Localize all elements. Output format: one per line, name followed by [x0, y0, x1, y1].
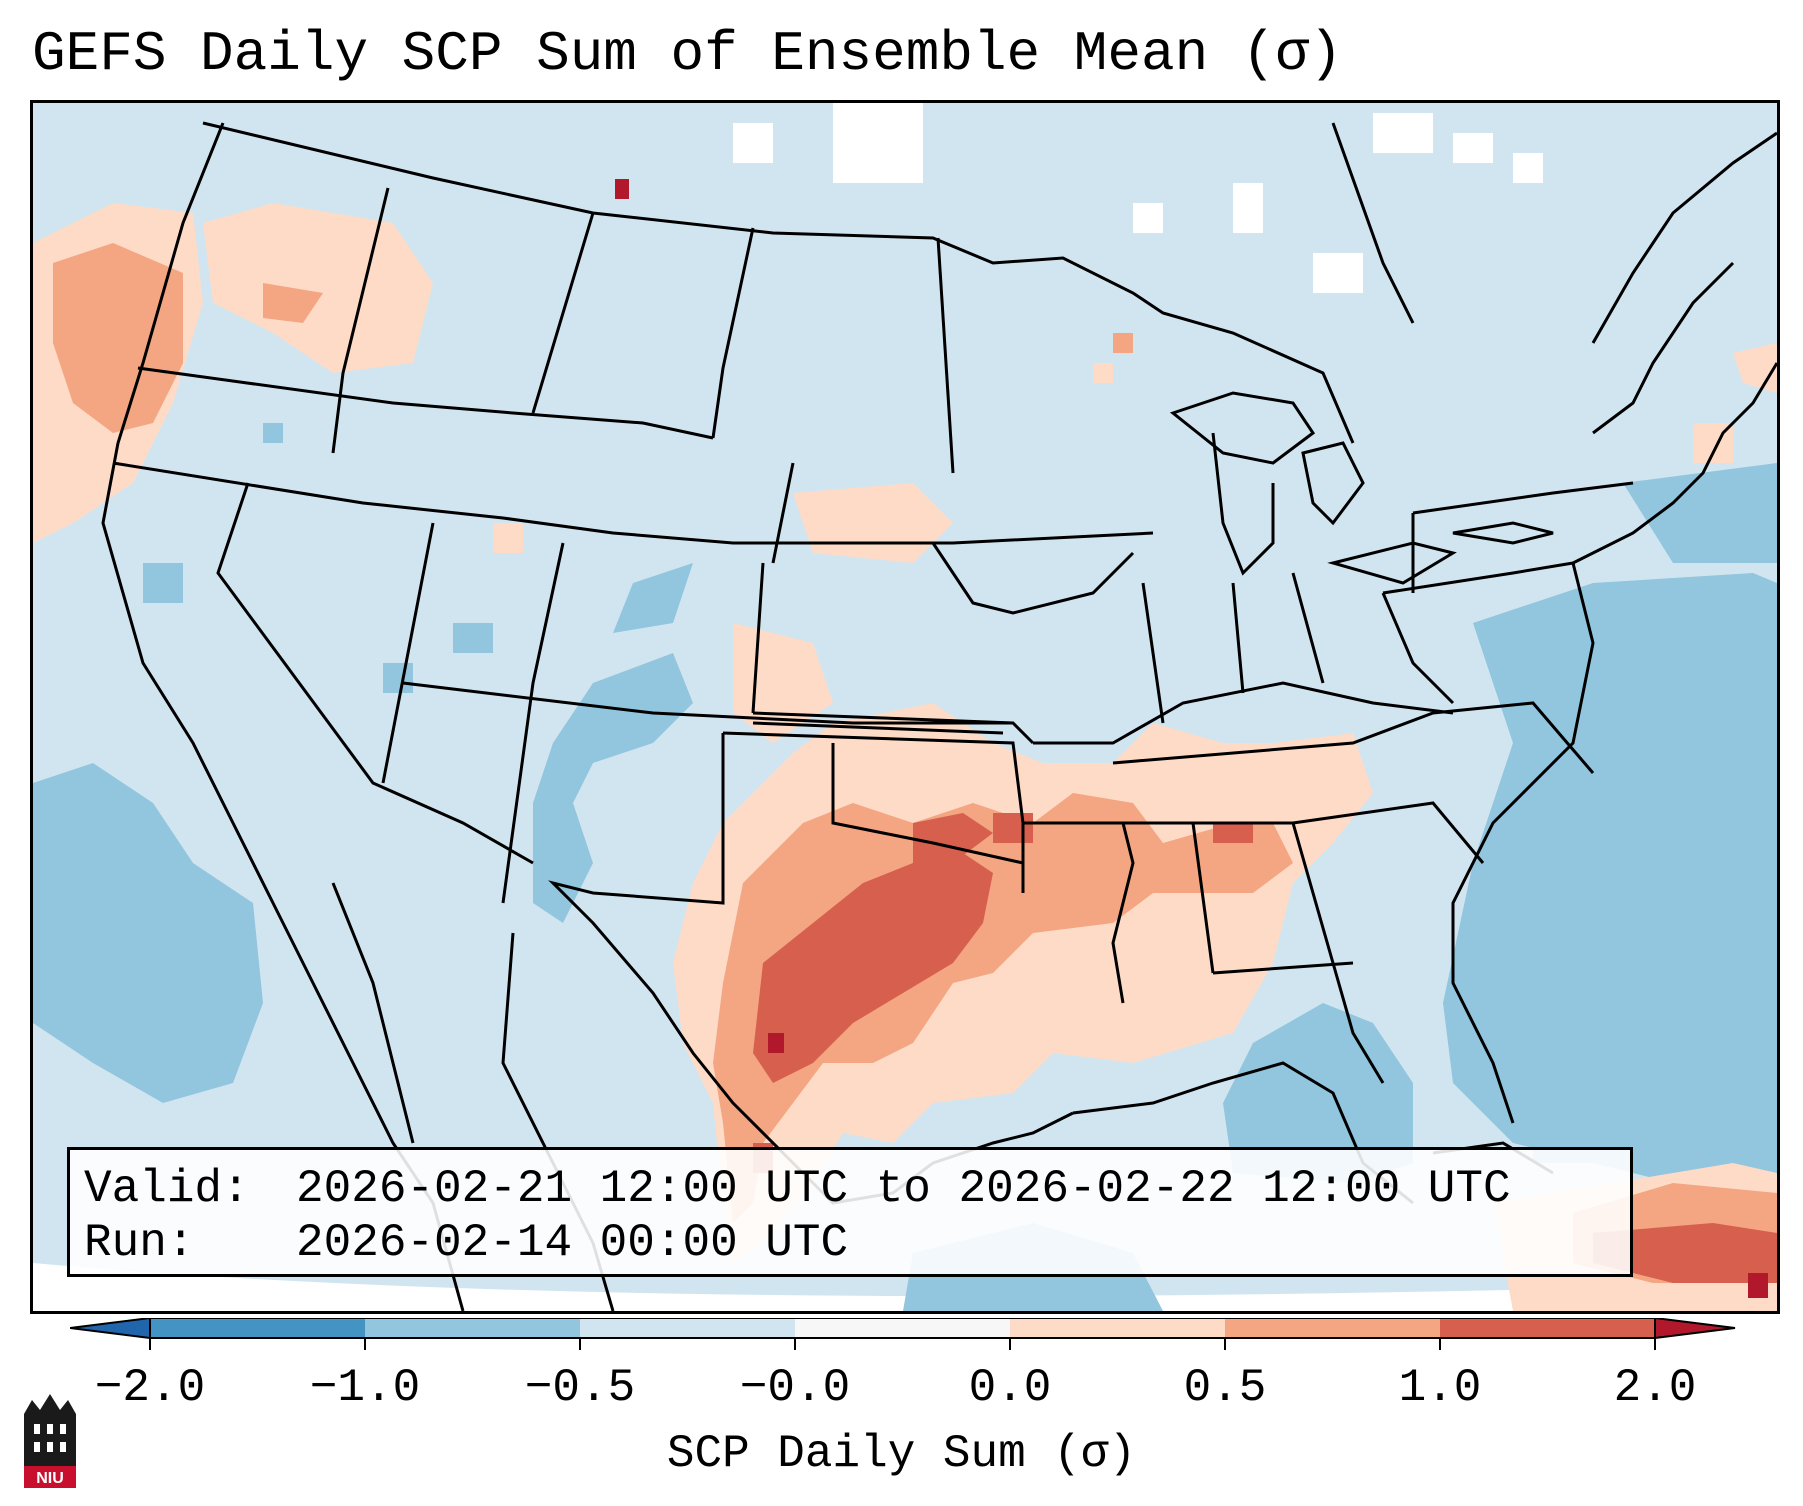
political-boundaries	[101, 121, 1777, 1311]
colorbar-tick-label: 0.0	[968, 1362, 1052, 1414]
run-label: Run:	[84, 1217, 195, 1269]
colorbar-segment-neg05-0	[580, 1318, 795, 1338]
niu-logo-icon: NIU	[24, 1394, 76, 1488]
map-title: GEFS Daily SCP Sum of Ensemble Mean (σ)	[32, 22, 1343, 86]
valid-run-info-box: Valid: 2026-02-21 12:00 UTC to 2026-02-22…	[67, 1147, 1633, 1277]
colorbar-extend-high	[1654, 1318, 1736, 1340]
colorbar-tick-label: −0.5	[524, 1362, 636, 1414]
scp-map	[33, 103, 1777, 1311]
valid-label: Valid:	[84, 1163, 250, 1215]
colorbar-tick-label: 2.0	[1613, 1362, 1697, 1414]
run-time: 2026-02-14 00:00 UTC	[296, 1217, 849, 1269]
colorbar-segment-neg1-neg05	[365, 1318, 580, 1338]
colorbar-segment-lt-neg1	[150, 1318, 365, 1338]
positive-anomaly-max	[615, 179, 1768, 1298]
colorbar-extend-low	[70, 1318, 151, 1340]
null-patches	[733, 103, 1773, 1203]
colorbar-outline	[149, 1318, 1656, 1339]
projection-edge	[33, 1263, 1777, 1311]
colorbar	[70, 1318, 1736, 1350]
colorbar-segment-zero	[795, 1318, 1010, 1338]
colorbar-segment-05-1	[1225, 1318, 1440, 1338]
colorbar-segment-1-2	[1440, 1318, 1655, 1338]
colorbar-label: SCP Daily Sum (σ)	[666, 1428, 1137, 1480]
colorbar-tick-label: −1.0	[309, 1362, 421, 1414]
colorbar-tick-label: −0.0	[739, 1362, 851, 1414]
colorbar-segment-0-05	[1010, 1318, 1225, 1338]
colorbar-tick-label: −2.0	[94, 1362, 206, 1414]
logo-text: NIU	[36, 1470, 64, 1487]
map-panel	[30, 100, 1780, 1314]
colorbar-tick-label: 1.0	[1398, 1362, 1482, 1414]
valid-time-range: 2026-02-21 12:00 UTC to 2026-02-22 12:00…	[296, 1163, 1511, 1215]
colorbar-ticks	[149, 1338, 1656, 1350]
colorbar-tick-label: 0.5	[1183, 1362, 1267, 1414]
